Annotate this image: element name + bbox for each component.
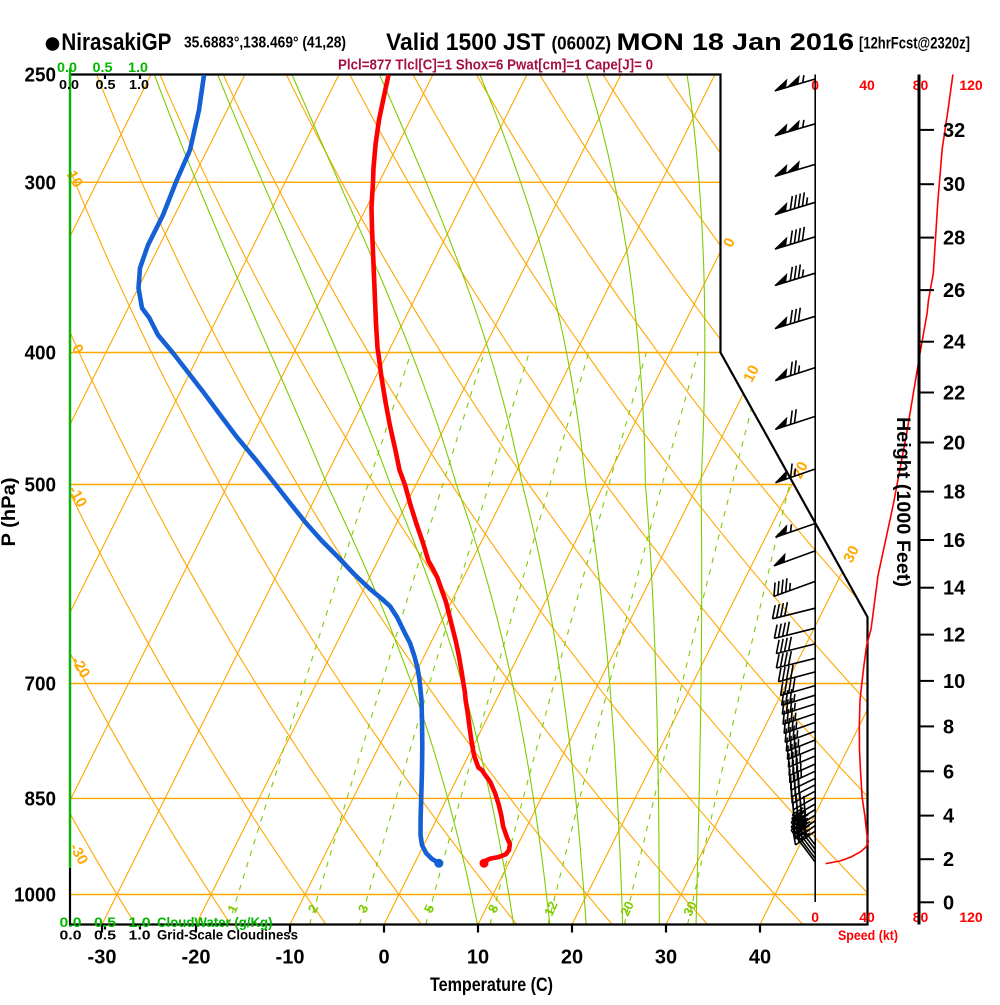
svg-text:0.5: 0.5: [93, 60, 114, 75]
svg-text:10: 10: [740, 362, 763, 385]
svg-text:10: 10: [943, 671, 965, 693]
svg-text:Grid-Scale Cloudiness: Grid-Scale Cloudiness: [157, 928, 298, 943]
svg-text:2: 2: [943, 849, 954, 871]
svg-text:8: 8: [943, 716, 954, 738]
svg-text:700: 700: [25, 674, 57, 696]
svg-text:[12hrFcst@2320z]: [12hrFcst@2320z]: [859, 35, 970, 53]
svg-text:120: 120: [959, 77, 983, 93]
svg-text:Height (1000 Feet): Height (1000 Feet): [892, 417, 913, 587]
svg-text:26: 26: [943, 280, 965, 302]
svg-text:10: 10: [467, 947, 489, 969]
svg-text:20: 20: [561, 947, 583, 969]
svg-text:24: 24: [943, 332, 966, 354]
svg-text:NirasakiGP: NirasakiGP: [61, 29, 171, 56]
svg-text:12: 12: [541, 899, 561, 918]
svg-text:Plcl=877 Tlcl[C]=1 Shox=6 Pwat: Plcl=877 Tlcl[C]=1 Shox=6 Pwat[cm]=1 Cap…: [338, 57, 653, 74]
svg-text:Valid 1500 JST: Valid 1500 JST: [386, 29, 545, 56]
svg-text:22: 22: [943, 383, 965, 405]
svg-text:0.0: 0.0: [59, 77, 79, 92]
svg-text:40: 40: [859, 77, 875, 93]
svg-text:250: 250: [25, 65, 57, 87]
svg-text:1.0: 1.0: [128, 60, 148, 75]
svg-text:0.0: 0.0: [60, 928, 82, 943]
svg-text:-20: -20: [182, 947, 211, 969]
svg-text:6: 6: [943, 761, 954, 783]
svg-text:CloudWater (g/Kg): CloudWater (g/Kg): [157, 915, 273, 930]
svg-text:30: 30: [840, 543, 863, 566]
svg-text:0: 0: [378, 947, 389, 969]
svg-text:Speed (kt): Speed (kt): [838, 927, 898, 943]
svg-text:30: 30: [655, 947, 677, 969]
svg-text:120: 120: [959, 909, 983, 925]
svg-text:500: 500: [25, 475, 57, 497]
svg-text:14: 14: [943, 578, 966, 600]
svg-text:300: 300: [25, 173, 57, 195]
svg-text:0: 0: [811, 909, 819, 925]
svg-text:12: 12: [943, 625, 965, 647]
svg-text:850: 850: [25, 789, 57, 811]
svg-text:-30: -30: [88, 947, 117, 969]
svg-text:400: 400: [25, 343, 57, 365]
svg-text:20: 20: [943, 433, 965, 455]
svg-text:Temperature (C): Temperature (C): [430, 974, 553, 996]
svg-text:80: 80: [913, 909, 929, 925]
svg-text:30: 30: [680, 899, 700, 918]
svg-text:0.0: 0.0: [57, 60, 77, 75]
svg-text:80: 80: [913, 77, 929, 93]
svg-text:35.6883°,138.469° (41,28): 35.6883°,138.469° (41,28): [184, 35, 346, 52]
svg-text:18: 18: [943, 482, 965, 504]
svg-text:P (hPa): P (hPa): [0, 478, 20, 547]
svg-text:1.0: 1.0: [129, 77, 149, 92]
svg-text:10: 10: [63, 168, 86, 191]
svg-text:0.5: 0.5: [94, 915, 117, 930]
svg-text:40: 40: [859, 909, 875, 925]
svg-text:1.0: 1.0: [129, 928, 151, 943]
svg-text:40: 40: [749, 947, 771, 969]
svg-text:32: 32: [943, 120, 965, 142]
svg-text:28: 28: [943, 228, 965, 250]
svg-text:4: 4: [943, 806, 955, 828]
svg-text:16: 16: [943, 530, 965, 552]
svg-text:1000: 1000: [14, 885, 56, 907]
svg-text:(0600Z): (0600Z): [552, 33, 612, 54]
svg-text:20: 20: [617, 899, 637, 918]
svg-text:MON 18 Jan 2016: MON 18 Jan 2016: [617, 29, 855, 56]
svg-text:0: 0: [943, 892, 954, 914]
svg-text:1.0: 1.0: [129, 915, 151, 930]
svg-text:0.5: 0.5: [94, 928, 116, 943]
svg-text:0.0: 0.0: [60, 915, 82, 930]
svg-text:30: 30: [943, 174, 965, 196]
svg-text:-10: -10: [276, 947, 305, 969]
svg-text:0.5: 0.5: [96, 77, 116, 92]
